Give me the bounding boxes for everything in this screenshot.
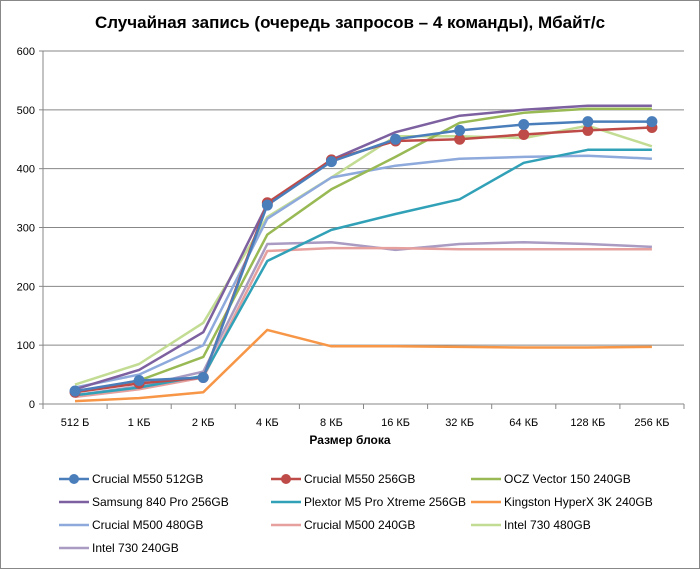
x-tick-label: 1 КБ xyxy=(128,417,151,429)
legend-label: Samsung 840 Pro 256GB xyxy=(92,495,229,509)
y-tick-label: 0 xyxy=(29,399,35,411)
data-point xyxy=(518,129,530,141)
y-tick-label: 300 xyxy=(17,223,35,235)
legend: Crucial M550 512GB Crucial M550 256GB OCZ … xyxy=(59,472,653,555)
data-point xyxy=(390,133,402,145)
x-tick-label: 2 КБ xyxy=(192,417,215,429)
legend-item: OCZ Vector 150 240GB xyxy=(471,472,631,486)
x-tick-label: 16 КБ xyxy=(381,417,410,429)
data-point xyxy=(646,116,658,128)
legend-label: Crucial M550 256GB xyxy=(304,472,415,486)
legend-item: Kingston HyperX 3K 240GB xyxy=(471,495,653,509)
legend-marker xyxy=(69,474,79,484)
data-point xyxy=(197,372,209,384)
series-line xyxy=(74,120,652,393)
legend-item: Samsung 840 Pro 256GB xyxy=(59,495,229,509)
x-tick-label: 128 КБ xyxy=(570,417,605,429)
y-tick-label: 200 xyxy=(17,281,35,293)
legend-label: Crucial M500 480GB xyxy=(92,518,203,532)
x-tick-label: 256 КБ xyxy=(634,417,669,429)
x-axis-label: Размер блока xyxy=(309,433,390,447)
x-tick-label: 512 Б xyxy=(61,417,90,429)
y-tick-label: 600 xyxy=(17,46,35,58)
data-point xyxy=(69,385,81,397)
series-line xyxy=(74,104,652,391)
legend-item: Intel 730 480GB xyxy=(471,518,591,532)
legend-label: Intel 730 240GB xyxy=(92,541,179,555)
series-line xyxy=(74,148,652,397)
data-point xyxy=(454,124,466,136)
x-tick-label: 32 КБ xyxy=(445,417,474,429)
series-line xyxy=(74,154,652,389)
x-tick-label: 64 КБ xyxy=(509,417,538,429)
legend-marker xyxy=(281,474,291,484)
axes: 0 100 200 300 400 500 600 512 Б 1 КБ 2 КБ 4 КБ 8 КБ… xyxy=(17,46,685,429)
legend-item: Crucial M500 480GB xyxy=(59,518,203,532)
data-point xyxy=(261,199,273,211)
legend-item: Crucial M550 256GB xyxy=(271,472,415,486)
chart-title: Случайная запись (очередь запросов – 4 к… xyxy=(95,13,605,32)
y-tick-label: 400 xyxy=(17,164,35,176)
x-tick-label: 8 КБ xyxy=(320,417,343,429)
series-line xyxy=(74,328,652,403)
series-markers xyxy=(69,116,658,398)
legend-label: Crucial M550 512GB xyxy=(92,472,203,486)
legend-item: Crucial M550 512GB xyxy=(59,472,203,486)
legend-item: Intel 730 240GB xyxy=(59,541,179,555)
legend-label: Kingston HyperX 3K 240GB xyxy=(504,495,653,509)
data-point xyxy=(133,374,145,386)
series-line xyxy=(74,246,652,399)
series-line xyxy=(74,107,652,394)
x-tick-label: 4 КБ xyxy=(256,417,279,429)
data-point xyxy=(518,119,530,131)
legend-item: Crucial M500 240GB xyxy=(271,518,415,532)
legend-label: Crucial M500 240GB xyxy=(304,518,415,532)
gridlines xyxy=(43,50,684,346)
legend-item: Plextor M5 Pro Xtreme 256GB xyxy=(271,495,466,509)
legend-label: Intel 730 480GB xyxy=(504,518,591,532)
data-point xyxy=(582,116,594,128)
series-line xyxy=(74,126,652,394)
series-lines xyxy=(74,104,653,403)
y-tick-label: 100 xyxy=(17,340,35,352)
y-tick-label: 500 xyxy=(17,105,35,117)
legend-label: Plextor M5 Pro Xtreme 256GB xyxy=(304,495,466,509)
data-point xyxy=(325,156,337,168)
legend-label: OCZ Vector 150 240GB xyxy=(504,472,631,486)
